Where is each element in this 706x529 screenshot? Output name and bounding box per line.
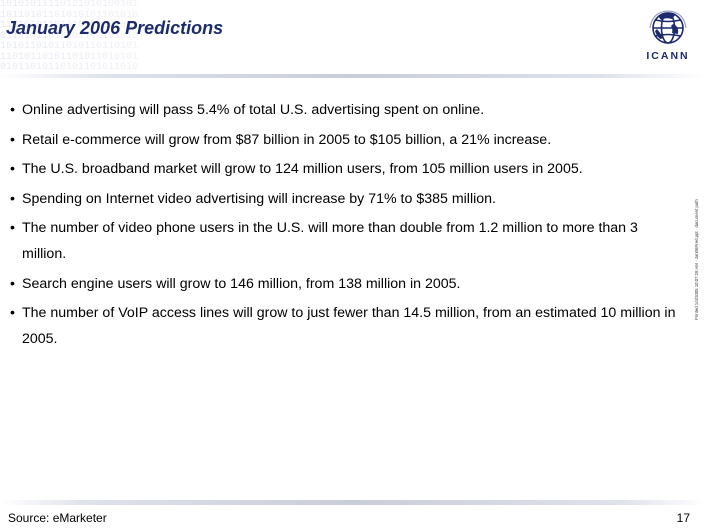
bullet-item: • Search engine users will grow to 146 mi…: [10, 271, 680, 297]
bullet-text: The number of video phone users in the U…: [22, 220, 638, 262]
page-number: 17: [676, 511, 690, 525]
bullet-text: Spending on Internet video advertising w…: [22, 190, 496, 207]
bullet-text: The number of VoIP access lines will gro…: [22, 305, 676, 347]
bullet-dot: •: [10, 161, 15, 177]
bullet-text: Online advertising will pass 5.4% of tot…: [22, 102, 485, 118]
bullet-dot: •: [10, 305, 15, 321]
bullet-item: • The number of video phone users in the …: [10, 215, 680, 267]
bullet-item: • Retail e-commerce will grow from $87 bi…: [10, 127, 680, 153]
footer-divider: [0, 500, 706, 505]
bullet-item: • Online advertising will pass 5.4% of to…: [10, 97, 680, 123]
header-divider: [0, 74, 706, 78]
print-info-text: Printed 1/4/2005 10:07:28 AM · Jan06Pred…: [694, 199, 699, 320]
bullet-dot: •: [10, 190, 15, 207]
vertical-print-info: Printed 1/4/2005 10:07:28 AM · Jan06Pred…: [688, 150, 700, 320]
bullet-dot: •: [10, 102, 15, 118]
source-citation: Source: eMarketer: [8, 511, 107, 525]
bullet-item: • The number of VoIP access lines will gr…: [10, 300, 680, 352]
bullet-item: • Spending on Internet video advertising …: [10, 186, 680, 212]
slide-header: 10101011110121010100101 1011010110101010…: [0, 0, 706, 78]
bullet-dot: •: [10, 131, 15, 148]
globe-icon: [649, 10, 687, 44]
bullet-item: • The U.S. broadband market will grow to …: [10, 156, 680, 182]
bullet-text: The U.S. broadband market will grow to 1…: [22, 161, 583, 177]
binary-background-pattern: 10101011110121010100101 1011010110101010…: [0, 0, 139, 70]
slide-title: January 2006 Predictions: [6, 18, 224, 38]
logo-wordmark: ICANN: [646, 50, 690, 62]
bullet-text: Retail e-commerce will grow from $87 bil…: [22, 131, 552, 148]
bullet-dot: •: [10, 220, 15, 236]
bullet-list: • Online advertising will pass 5.4% of to…: [10, 97, 680, 356]
bullet-dot: •: [10, 275, 15, 292]
bullet-text: Search engine users will grow to 146 mil…: [22, 275, 461, 292]
